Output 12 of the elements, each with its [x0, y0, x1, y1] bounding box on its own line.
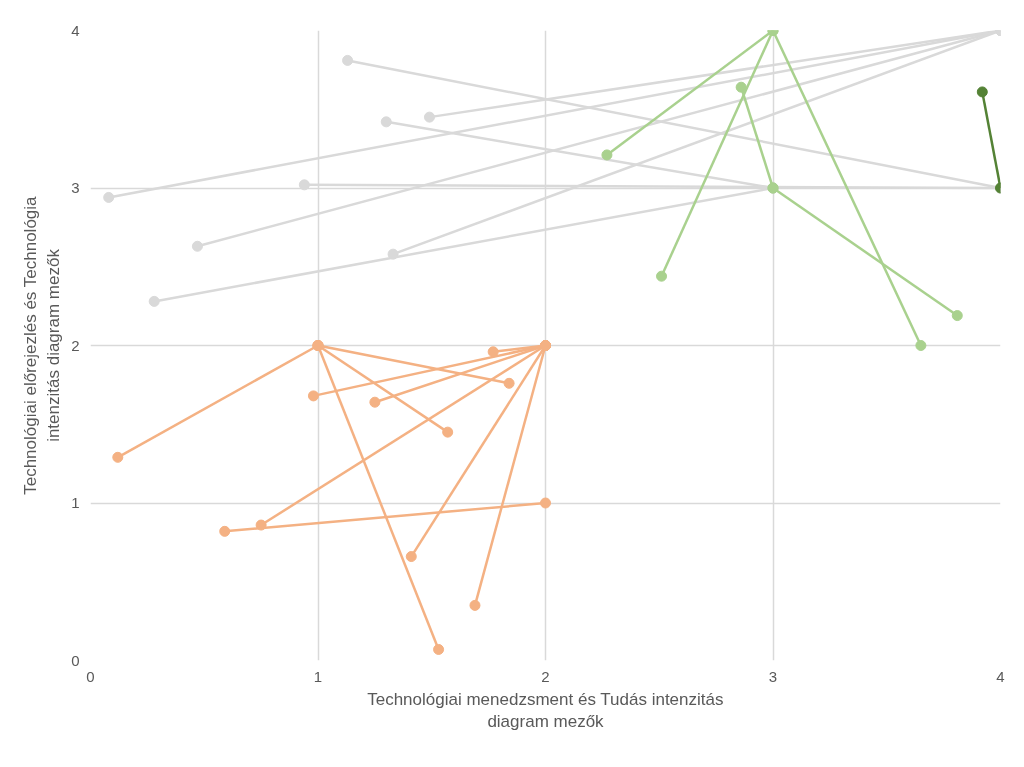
y-tick-label: 0: [71, 651, 80, 669]
x-axis-title: Technológiai menedzsment és Tudás intenzitás diagram mezők: [367, 689, 724, 732]
y-tick-label: 1: [71, 494, 80, 511]
y-tick-label: 4: [71, 21, 80, 39]
x-tick-label: 0: [86, 667, 95, 685]
y-axis-title: Technológiai előrejezlés és Technológia intenzitás diagram mezők: [21, 195, 64, 495]
x-tick-label: 4: [996, 667, 1005, 685]
y-tick-label: 2: [71, 336, 80, 354]
x-tick-label: 2: [541, 667, 550, 685]
x-tick-label: 3: [768, 667, 778, 685]
x-tick-label: 1: [313, 667, 323, 685]
y-tick-label: 3: [71, 179, 80, 196]
